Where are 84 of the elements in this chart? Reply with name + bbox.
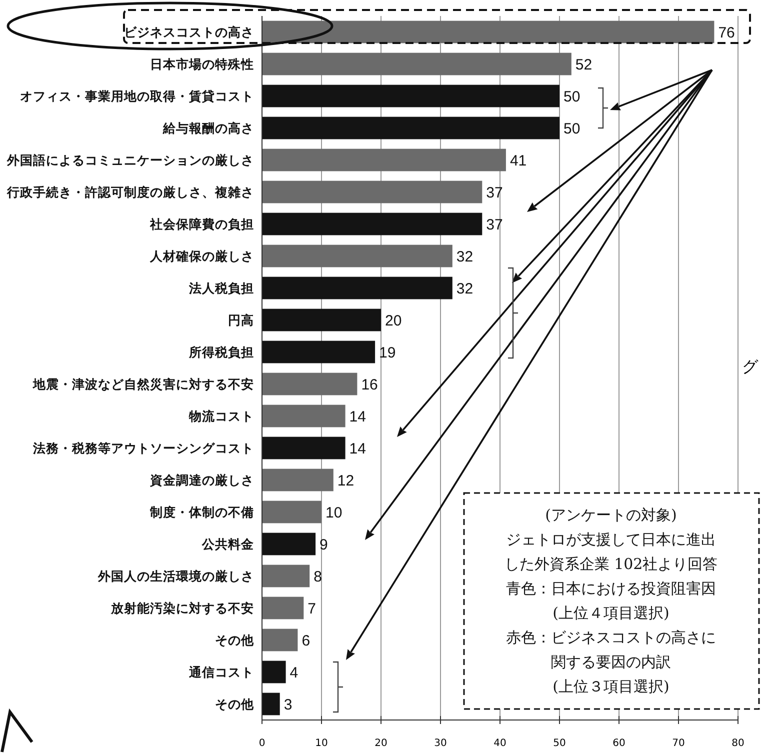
y-tick-label: 行政手続き・許認可制度の厳しさ、複雑さ <box>6 184 254 200</box>
y-tick-label: 人材確保の厳しさ <box>149 248 254 264</box>
x-tick-label: 0 <box>258 738 266 749</box>
bar <box>262 308 381 332</box>
y-tick-label: その他 <box>215 632 255 648</box>
text: グ <box>742 357 759 376</box>
y-tick-label: 法人税負担 <box>188 280 254 296</box>
y-tick-label: その他 <box>215 696 255 712</box>
data-label: 14 <box>349 408 366 426</box>
bar <box>262 84 560 108</box>
data-label: 19 <box>379 344 396 362</box>
bar <box>262 372 358 396</box>
data-label: 8 <box>314 568 322 586</box>
bar <box>262 692 280 716</box>
y-tick-label: 日本市場の特殊性 <box>150 56 254 72</box>
bar <box>262 116 560 140</box>
data-label: 37 <box>486 184 503 202</box>
y-tick-label: 法務・税務等アウトソーシングコスト <box>32 440 254 456</box>
data-label: 50 <box>564 88 580 106</box>
data-label: 32 <box>456 280 474 298</box>
data-label: 32 <box>456 248 474 266</box>
y-tick-label: 外国語によるコミュニケーションの厳しさ <box>6 152 254 168</box>
bar <box>262 596 304 620</box>
y-tick-label: 公共料金 <box>201 536 254 552</box>
data-label: 76 <box>718 24 735 42</box>
annotation: (アンケートの対象) <box>545 506 677 524</box>
y-tick-label: ビジネスコストの高さ <box>124 24 254 40</box>
data-label: 50 <box>564 120 580 138</box>
y-tick-label: オフィス・事業用地の取得・賃貸コスト <box>20 88 254 104</box>
bar <box>262 212 482 236</box>
y-tick-label: 所得税負担 <box>188 344 254 360</box>
y-tick-label: 社会保障費の負担 <box>149 216 254 232</box>
data-label: 7 <box>308 600 316 618</box>
y-tick-label: 物流コスト <box>188 408 254 424</box>
y-tick-label: 外国人の生活環境の厳しさ <box>97 568 254 584</box>
y-tick-label: 資金調達の厳しさ <box>149 472 254 488</box>
annotation: 赤色：ビジネスコストの高さに <box>506 628 716 646</box>
annotation: ジェトロが支援して日本に進出 <box>506 530 716 548</box>
bar <box>262 436 346 460</box>
data-label: 3 <box>284 696 292 714</box>
y-tick-label: 地震・津波など自然災害に対する不安 <box>32 376 254 392</box>
y-tick-label: 給与報酬の高さ <box>162 120 254 136</box>
data-label: 4 <box>290 664 298 682</box>
y-tick-label: 通信コスト <box>188 664 254 680</box>
x-tick-label: 50 <box>553 738 566 749</box>
data-label: 12 <box>337 472 354 490</box>
bar <box>262 564 310 588</box>
bar <box>262 148 506 172</box>
annotation: (上位４項目選択) <box>552 604 670 622</box>
data-label: 6 <box>302 632 310 650</box>
bar <box>262 660 286 684</box>
x-tick-label: 10 <box>315 738 328 749</box>
data-label: 10 <box>326 504 342 522</box>
x-tick-label: 80 <box>732 738 744 749</box>
bar <box>262 468 334 492</box>
annotation: 関する要因の内訳 <box>551 653 671 671</box>
annotation: (上位３項目選択) <box>552 678 670 696</box>
annotation: した外資系企業 102社より回答 <box>504 555 718 573</box>
bar <box>262 52 572 76</box>
x-tick-label: 20 <box>374 738 388 749</box>
bar <box>262 628 298 652</box>
bar <box>262 244 452 268</box>
bar <box>262 20 714 44</box>
data-label: 16 <box>361 376 378 394</box>
annotation: 青色：日本における投資阻害因 <box>506 580 716 598</box>
data-label: 52 <box>575 56 592 74</box>
bar <box>262 276 452 300</box>
data-label: 14 <box>349 440 366 458</box>
y-tick-label: 放射能汚染に対する不安 <box>110 600 254 616</box>
y-tick-label: 制度・体制の不備 <box>149 504 254 520</box>
x-tick-label: 70 <box>672 738 685 749</box>
bar <box>262 532 316 556</box>
y-tick-label: 円高 <box>228 312 254 328</box>
data-label: 9 <box>320 536 328 554</box>
bar <box>262 340 376 364</box>
bar <box>262 180 482 204</box>
x-tick-label: 60 <box>612 738 626 749</box>
x-tick-label: 30 <box>434 738 447 749</box>
data-label: 20 <box>385 312 402 330</box>
x-tick-label: 40 <box>494 738 506 749</box>
data-label: 41 <box>510 152 527 170</box>
data-label: 37 <box>486 216 503 234</box>
bar <box>262 500 322 524</box>
bar <box>262 404 346 428</box>
